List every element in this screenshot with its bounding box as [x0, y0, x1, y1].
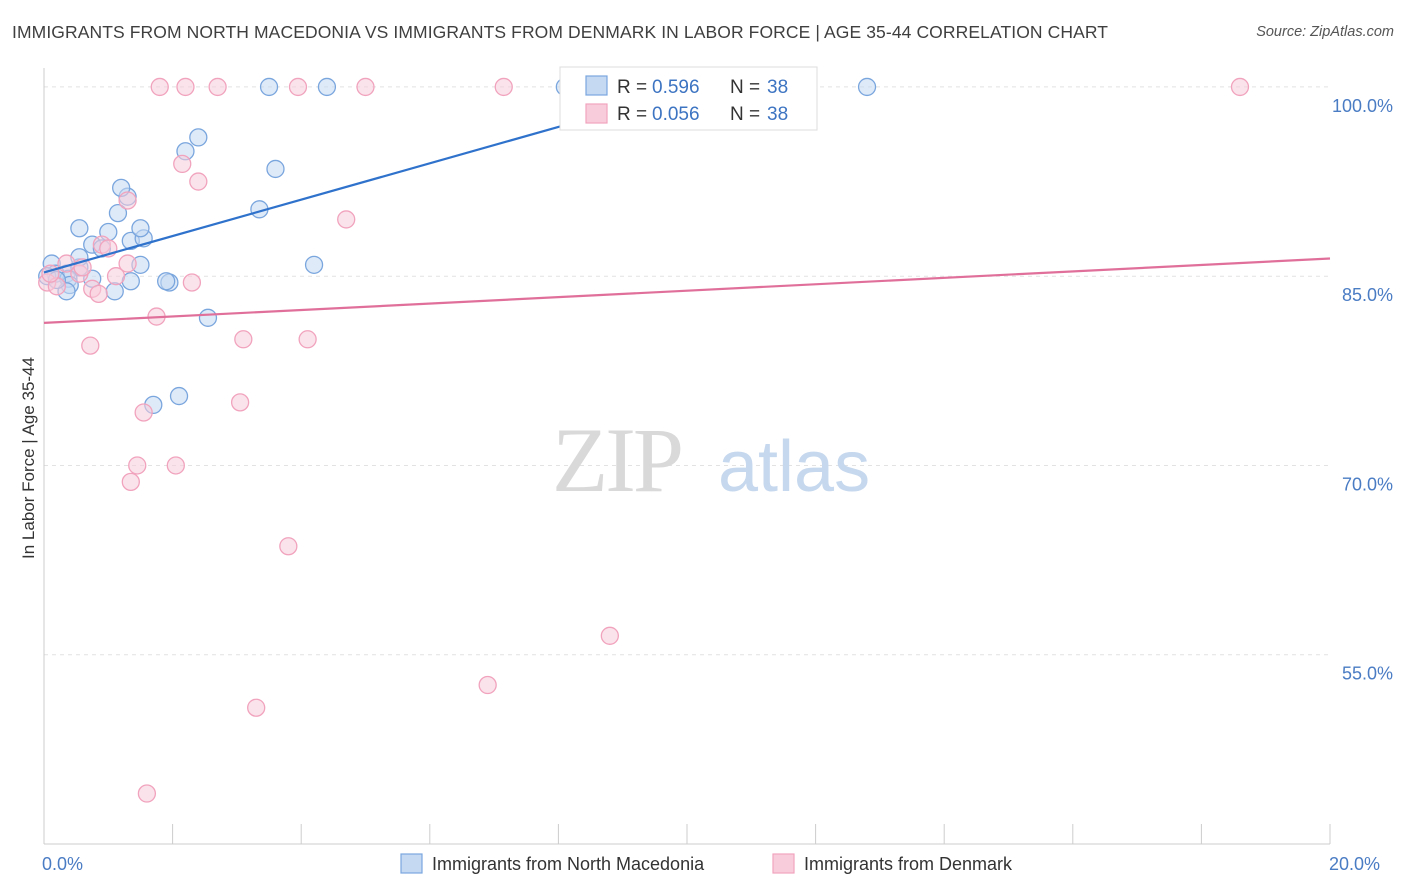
data-points [38, 77, 1250, 803]
y-tick-label: 85.0% [1342, 285, 1393, 305]
point-north-macedonia [259, 77, 279, 97]
point-denmark [106, 267, 126, 286]
point-denmark [128, 456, 147, 475]
point-denmark [337, 210, 356, 229]
legend-n-value-1: 38 [767, 77, 788, 98]
watermark-atlas: atlas [718, 427, 870, 507]
point-north-macedonia [108, 203, 128, 223]
point-north-macedonia [266, 159, 285, 179]
point-north-macedonia [198, 308, 218, 327]
point-denmark [41, 264, 60, 283]
series-legend-swatch-denmark [772, 853, 795, 874]
x-tick-label: 0.0% [42, 854, 83, 874]
source-label: Source: ZipAtlas.com [1256, 24, 1394, 40]
point-denmark [137, 784, 157, 803]
point-denmark [478, 675, 497, 695]
point-north-macedonia [169, 386, 189, 406]
legend-n-label-2: N = [730, 104, 760, 125]
legend-r-value-1: 0.596 [652, 77, 700, 98]
point-denmark [81, 336, 100, 355]
tick-labels: 100.0% 85.0% 70.0% 55.0% 0.0% 20.0% [42, 96, 1393, 874]
x-tick-label: 20.0% [1329, 854, 1380, 874]
point-north-macedonia [131, 219, 150, 238]
series-legend-label-north-macedonia: Immigrants from North Macedonia [432, 854, 705, 874]
point-denmark [1230, 77, 1250, 97]
point-denmark [298, 330, 317, 349]
point-north-macedonia [157, 272, 176, 291]
trend-line-denmark [43, 257, 1331, 324]
watermark-zip: ZIP [552, 409, 681, 511]
point-denmark [118, 254, 137, 273]
legend-swatch-denmark [585, 103, 608, 124]
point-denmark [208, 77, 227, 97]
point-denmark [121, 472, 140, 492]
point-north-macedonia [105, 282, 124, 301]
point-denmark [600, 626, 619, 645]
point-denmark [173, 154, 192, 174]
legend-n-value-2: 38 [767, 104, 788, 125]
point-north-macedonia [317, 77, 337, 97]
series-legend: Immigrants from North Macedonia Immigran… [400, 853, 1013, 874]
y-tick-label: 100.0% [1332, 96, 1393, 116]
point-north-macedonia [189, 128, 208, 147]
legend-r-value-2: 0.056 [652, 104, 700, 125]
point-denmark [356, 77, 375, 97]
point-denmark [288, 77, 308, 97]
y-axis-title: In Labor Force | Age 35-44 [19, 357, 38, 559]
point-denmark [176, 77, 195, 97]
chart-title: IMMIGRANTS FROM NORTH MACEDONIA VS IMMIG… [12, 22, 1109, 42]
point-denmark [234, 330, 253, 349]
point-denmark [230, 393, 250, 412]
point-denmark [279, 537, 298, 556]
point-denmark [182, 273, 202, 292]
y-tick-label: 55.0% [1342, 664, 1393, 684]
correlation-legend: R = 0.596 N = 38 R = 0.056 N = 38 [559, 66, 818, 131]
point-denmark [166, 456, 185, 475]
point-denmark [134, 403, 153, 422]
series-legend-label-denmark: Immigrants from Denmark [804, 854, 1013, 874]
point-denmark [150, 77, 169, 97]
legend-swatch-north-macedonia [585, 75, 608, 96]
legend-r-label-1: R = [617, 77, 647, 98]
point-denmark [189, 172, 208, 191]
axes [43, 68, 1331, 845]
series-legend-swatch-north-macedonia [400, 853, 423, 874]
point-north-macedonia [304, 255, 324, 274]
gridlines [44, 86, 1330, 656]
legend-n-label-1: N = [730, 77, 760, 98]
point-north-macedonia [70, 219, 89, 238]
point-denmark [89, 284, 108, 304]
legend-r-label-2: R = [617, 104, 647, 125]
point-north-macedonia [857, 77, 877, 97]
point-denmark [118, 191, 137, 210]
y-tick-label: 70.0% [1342, 474, 1393, 494]
point-denmark [494, 77, 513, 97]
watermark: ZIP atlas [552, 409, 870, 511]
point-denmark [247, 698, 266, 717]
